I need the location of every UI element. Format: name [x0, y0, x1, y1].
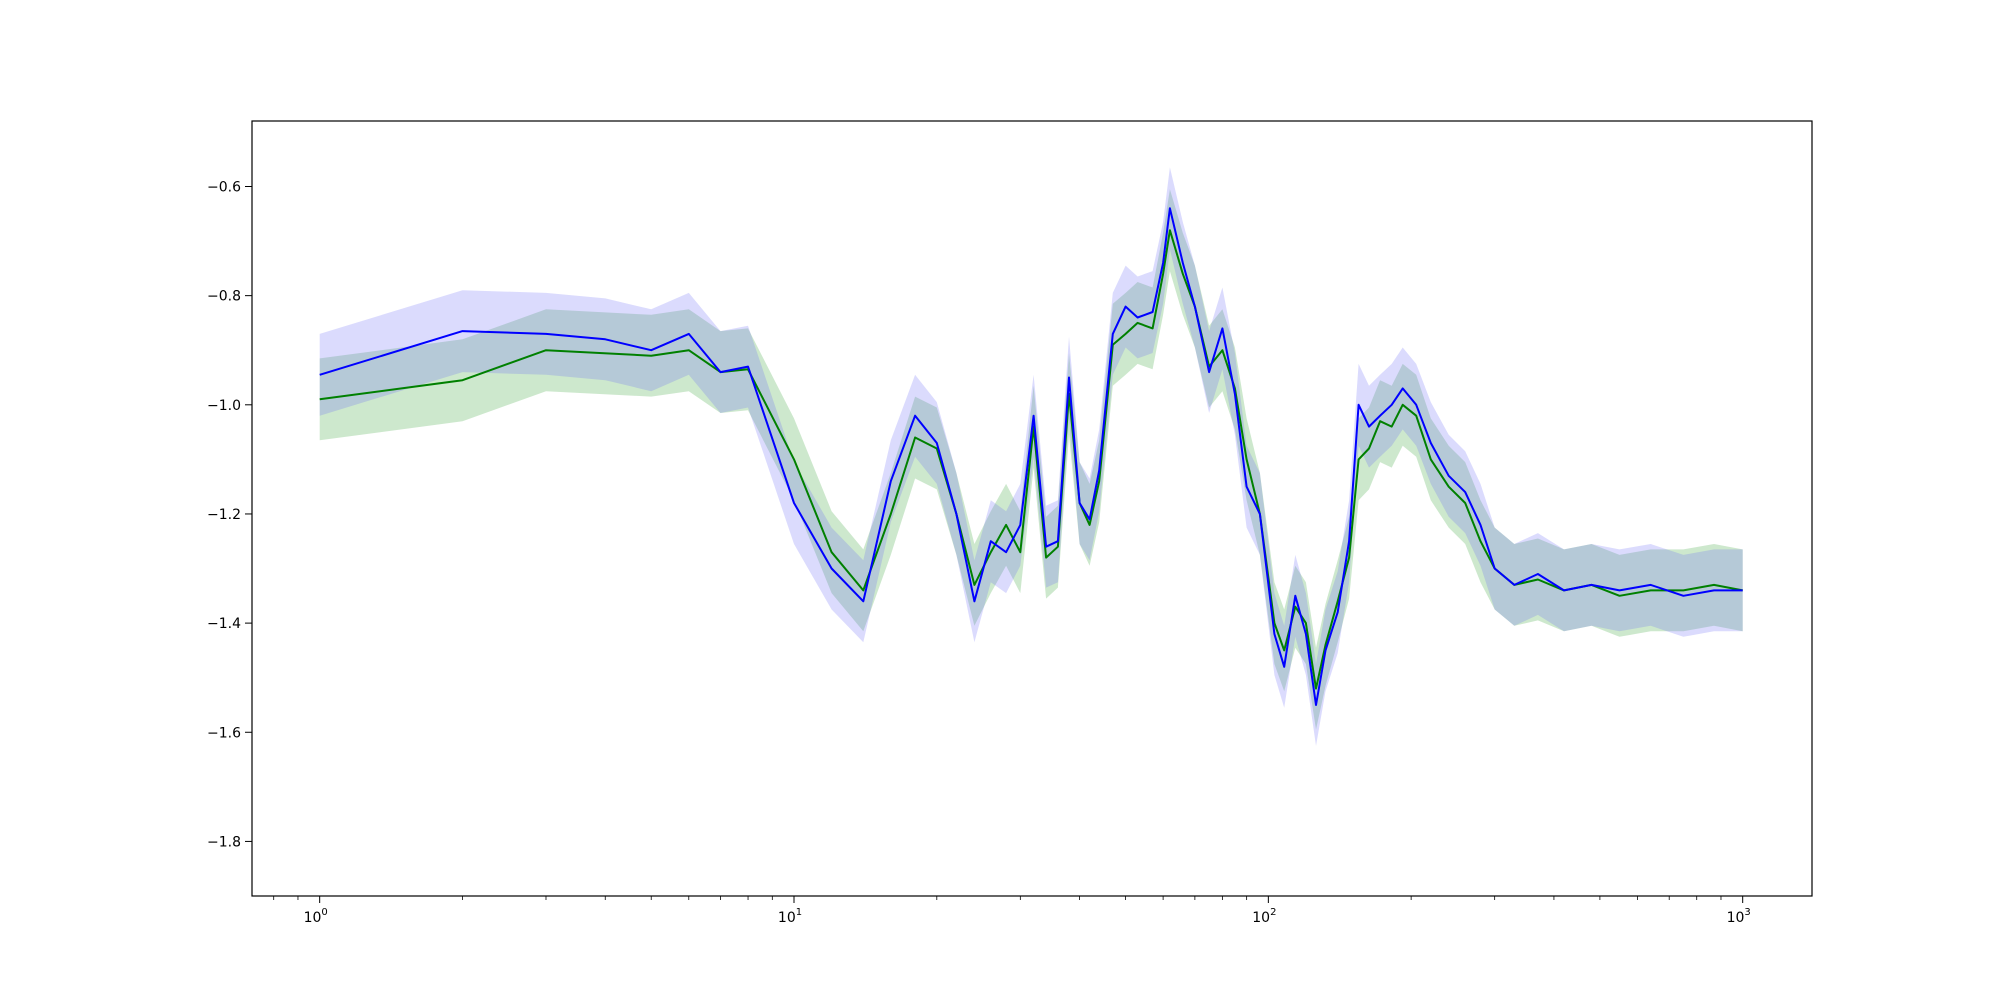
- x-tick-label-1: 101: [778, 907, 802, 926]
- y-tick-label-3: −1.2: [207, 507, 241, 523]
- x-tick-label-0: 100: [304, 907, 328, 926]
- plot-frame: [251, 120, 1813, 897]
- x-axis: 100 101 102 103: [273, 896, 1751, 926]
- y-tick-label-5: −1.6: [207, 725, 241, 741]
- y-tick-label-2: −1.0: [207, 398, 241, 414]
- y-tick-label-1: −0.8: [207, 289, 241, 305]
- y-tick-label-4: −1.4: [207, 616, 241, 632]
- series-lines: [319, 207, 1743, 706]
- series-1-band: [319, 189, 1743, 730]
- series-2-line: [319, 207, 1743, 706]
- y-tick-label-6: −1.8: [207, 834, 241, 850]
- y-axis: −0.6 −0.8 −1.0 −1.2 −1.4 −1.6 −1.8: [207, 179, 252, 850]
- x-tick-label-3: 103: [1727, 907, 1751, 926]
- x-tick-label-2: 102: [1252, 907, 1276, 926]
- y-tick-label-0: −0.6: [207, 179, 241, 195]
